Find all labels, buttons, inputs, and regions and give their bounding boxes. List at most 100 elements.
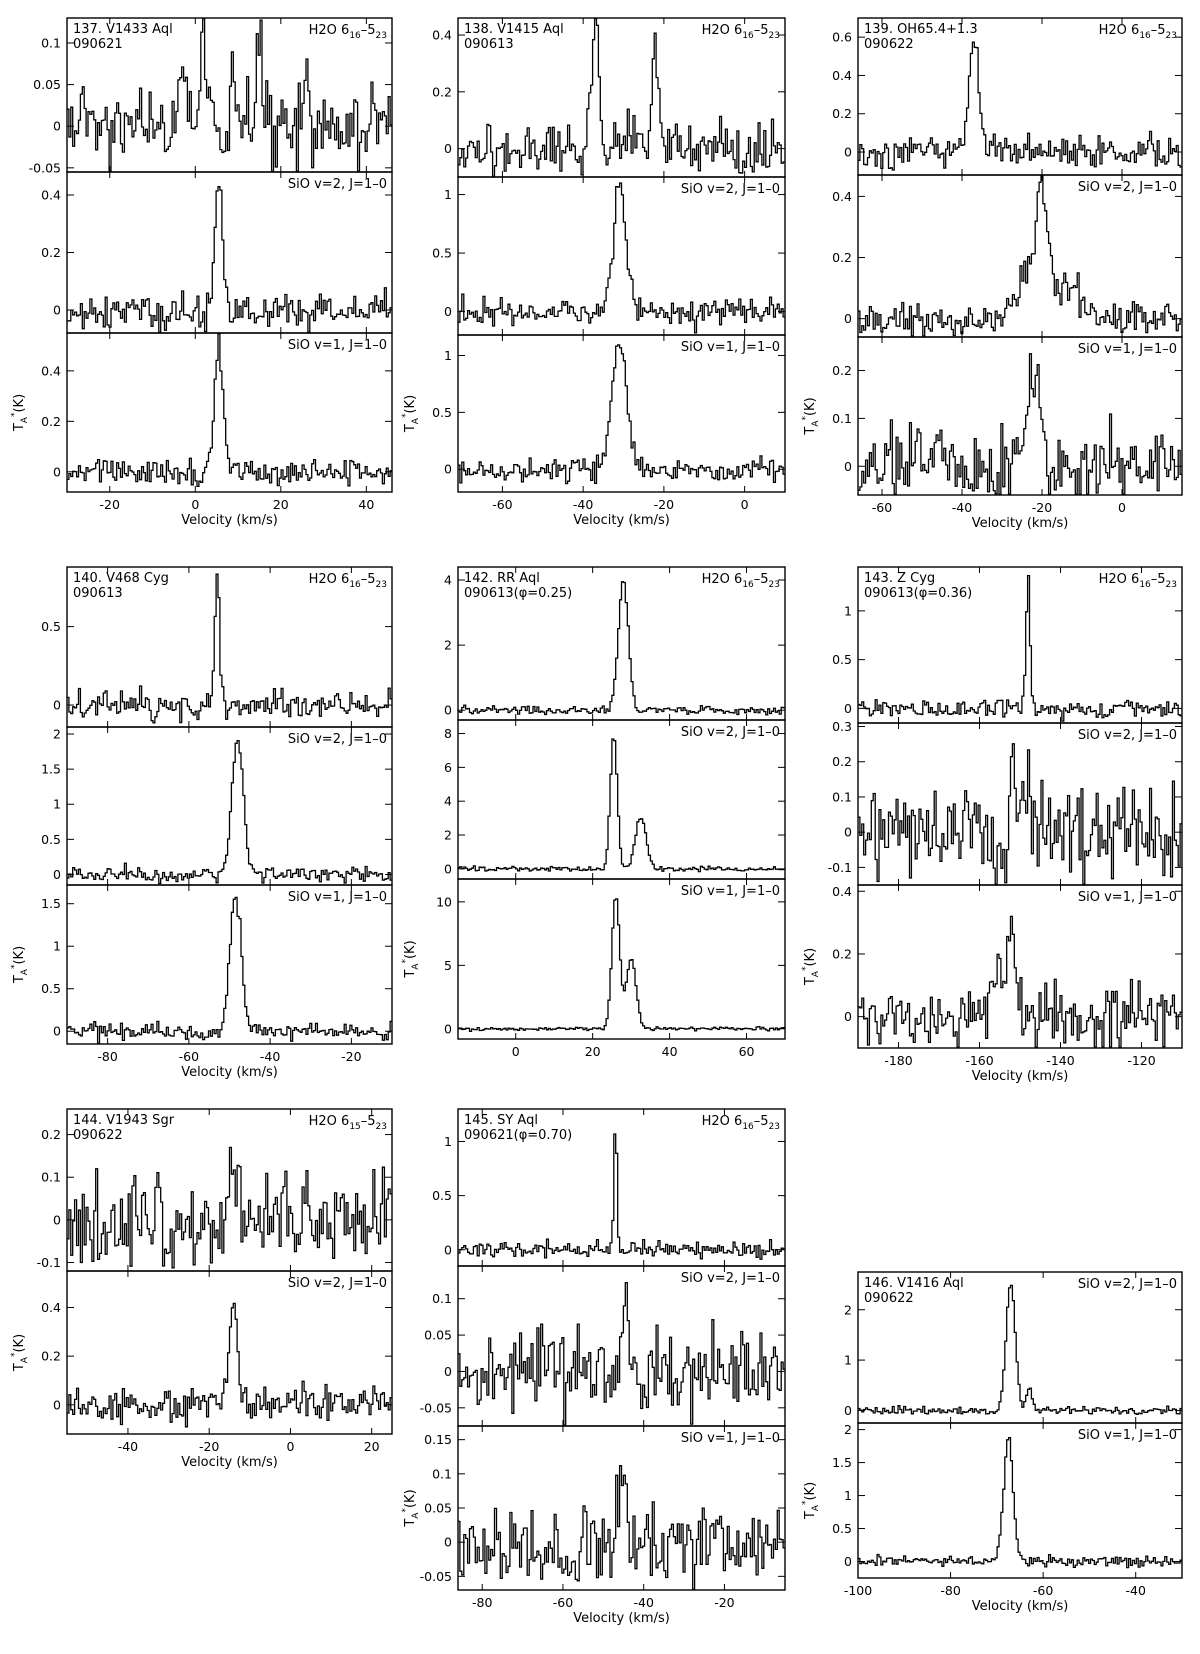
y-tick-label: 0 [844, 459, 852, 474]
y-tick-label: 0.1 [41, 1170, 61, 1185]
y-tick-label: 0.05 [424, 1328, 452, 1343]
y-tick-label: 2 [844, 1422, 852, 1437]
x-tick-label: -20 [341, 1049, 361, 1064]
y-tick-label: 0.05 [424, 1501, 452, 1516]
y-tick-label: 0 [444, 1242, 452, 1257]
y-tick-label: 0.1 [432, 1291, 452, 1306]
y-tick-label: -0.05 [420, 1569, 452, 1584]
x-tick-label: -80 [97, 1049, 117, 1064]
x-axis-label: Velocity (km/s) [181, 513, 278, 528]
y-tick-label: 0 [53, 464, 61, 479]
spectrum-panel: 0 2 4 6 8 SiO v=2, J=1–0 [444, 719, 786, 880]
y-tick-label: -0.05 [29, 160, 61, 175]
x-axis-label: Velocity (km/s) [972, 1069, 1069, 1084]
x-tick-label: -20 [199, 1439, 219, 1454]
x-tick-label: -80 [940, 1583, 960, 1598]
spectrum-trace [458, 581, 785, 716]
y-tick-label: 0.6 [832, 30, 852, 45]
y-tick-label: 0 [444, 1364, 452, 1379]
transition-label: SiO v=1, J=1–0 [1078, 342, 1177, 357]
transition-label: SiO v=2, J=1–0 [681, 182, 780, 197]
spectrum-figure-7: 0 0.5 1 H2O 616–523 145. SY Aql090621(φ=0.70… [401, 1108, 786, 1626]
y-tick-label: 1 [53, 939, 61, 954]
y-tick-label: 0.05 [33, 77, 61, 92]
panel-frame [857, 174, 1183, 338]
y-tick-label: 0 [844, 1009, 852, 1024]
x-tick-label: 0 [512, 1044, 520, 1059]
spectrum-figure-0: -0.05 0 0.05 0.1 H2O 616–523 137. V1433 Aql09… [10, 17, 393, 528]
date-label: 090621(φ=0.70) [464, 1128, 572, 1143]
spectrum-trace [458, 898, 785, 1033]
y-tick-label: 1.5 [41, 762, 61, 777]
y-tick-label: 0.1 [41, 35, 61, 50]
spectrum-panel: -0.1 0 0.1 0.2 0.3 SiO v=2, J=1–0 [828, 719, 1183, 886]
spectrum-panel: 0 0.5 1 1.5 2 SiO v=2, J=1–0 [41, 726, 393, 886]
spectrum-panel: 0 5 10 SiO v=1, J=1–0 [436, 878, 786, 1040]
y-axis-label: TA*(K) [10, 394, 30, 432]
x-axis-label: Velocity (km/s) [181, 1065, 278, 1080]
spectrum-trace [858, 175, 1182, 337]
y-tick-label: 0.5 [41, 981, 61, 996]
transition-label: SiO v=2, J=1–0 [1078, 180, 1177, 195]
y-tick-label: 1.5 [41, 896, 61, 911]
transition-label: SiO v=1, J=1–0 [1078, 890, 1177, 905]
x-axis-label: Velocity (km/s) [972, 1599, 1069, 1614]
star-label: 138. V1415 Aql [464, 22, 564, 37]
y-tick-label: -0.1 [828, 860, 852, 875]
y-tick-label: 1 [844, 1488, 852, 1503]
y-tick-label: 4 [444, 573, 452, 588]
star-label: 143. Z Cyg [864, 571, 935, 586]
star-label: 145. SY Aql [464, 1113, 538, 1128]
y-tick-label: 0 [844, 145, 852, 160]
spectrum-trace [67, 1302, 392, 1428]
spectrum-trace [858, 1436, 1182, 1569]
star-label: 144. V1943 Sgr [73, 1113, 175, 1128]
y-tick-label: 0.5 [41, 619, 61, 634]
y-tick-label: 1 [444, 187, 452, 202]
y-tick-label: 0.2 [41, 1349, 61, 1364]
y-axis-label: TA*(K) [801, 397, 821, 435]
star-label: 142. RR Aql [464, 571, 540, 586]
y-tick-label: 0 [444, 861, 452, 876]
transition-label: SiO v=1, J=1–0 [681, 884, 780, 899]
y-tick-label: 0.5 [432, 246, 452, 261]
spectrum-trace [458, 182, 785, 334]
x-tick-label: -120 [1127, 1053, 1155, 1068]
y-tick-label: 0.5 [432, 1188, 452, 1203]
x-tick-label: -60 [872, 500, 892, 515]
star-label: 139. OH65.4+1.3 [864, 22, 978, 37]
y-axis-label: TA*(K) [10, 1334, 30, 1372]
transition-label: H2O 615–523 [309, 1114, 387, 1132]
date-label: 090622 [864, 37, 914, 52]
star-label: 146. V1416 Aql [864, 1276, 964, 1291]
spectrum-panel: 0 0.5 1 H2O 616–523 145. SY Aql090621(φ=0.70… [432, 1108, 786, 1267]
panel-frame [66, 884, 393, 1045]
x-tick-label: -100 [844, 1583, 872, 1598]
y-tick-label: 0.4 [832, 884, 852, 899]
x-tick-label: 20 [585, 1044, 601, 1059]
x-tick-label: -40 [573, 497, 593, 512]
spectrum-panel: 0 0.2 0.4 SiO v=2, J=1–0 [41, 1270, 393, 1435]
transition-label: H2O 616–523 [702, 1114, 780, 1132]
panel-frame [457, 334, 786, 493]
date-label: 090622 [864, 1291, 914, 1306]
y-tick-label: 0.2 [41, 245, 61, 260]
y-tick-label: 0.4 [41, 363, 61, 378]
y-tick-label: 0.3 [832, 719, 852, 734]
spectrum-figure-2: 0 0.2 0.4 0.6 H2O 616–523 139. OH65.4+1.30906… [801, 17, 1183, 531]
x-tick-label: 20 [364, 1439, 380, 1454]
x-tick-label: -40 [633, 1595, 653, 1610]
y-axis-label: TA*(K) [801, 1482, 821, 1520]
y-axis-label: TA*(K) [801, 948, 821, 986]
y-tick-label: 0 [444, 462, 452, 477]
x-axis-label: Velocity (km/s) [972, 516, 1069, 531]
spectrum-trace [858, 915, 1182, 1048]
transition-label: SiO v=2, J=1–0 [288, 1276, 387, 1291]
x-tick-label: 0 [1118, 500, 1126, 515]
date-label: 090622 [73, 1128, 123, 1143]
spectrum-trace [858, 41, 1182, 171]
transition-label: SiO v=2, J=1–0 [288, 732, 387, 747]
